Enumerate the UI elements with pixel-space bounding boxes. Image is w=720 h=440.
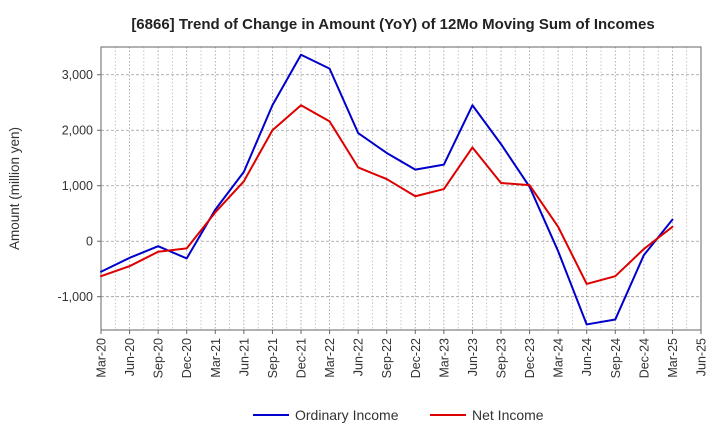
chart-title: [6866] Trend of Change in Amount (YoY) o… <box>131 16 654 33</box>
x-tick-label: Sep-23 <box>495 338 509 378</box>
x-tick-label: Sep-21 <box>266 338 280 378</box>
y-tick-label: -1,000 <box>58 290 93 304</box>
y-tick-label: 0 <box>86 235 93 249</box>
x-tick-label: Dec-21 <box>295 338 309 378</box>
x-tick-label: Mar-20 <box>95 338 109 378</box>
x-tick-label: Mar-21 <box>209 338 223 378</box>
x-tick-label: Jun-23 <box>466 338 480 376</box>
legend-label: Net Income <box>472 407 544 423</box>
y-tick-label: 2,000 <box>62 124 93 138</box>
y-tick-label: 3,000 <box>62 68 93 82</box>
y-axis-label: Amount (million yen) <box>7 127 22 250</box>
x-tick-label: Sep-20 <box>152 338 166 378</box>
x-tick-label: Mar-25 <box>666 338 680 378</box>
series-line-net-income <box>100 104 674 285</box>
x-tick-label: Mar-24 <box>552 338 566 378</box>
y-tick-label: 1,000 <box>62 179 93 193</box>
plot-frame <box>100 46 702 331</box>
series-line-ordinary-income <box>100 53 674 326</box>
axes: -1,000 0 1,000 2,000 3,000 Mar-20 Jun-20 Sep-20… <box>58 46 709 378</box>
x-tick-label: Mar-23 <box>437 338 451 378</box>
gridlines <box>100 47 702 330</box>
x-tick-label: Jun-21 <box>237 338 251 376</box>
x-tick-label: Jun-22 <box>352 338 366 376</box>
legend-label: Ordinary Income <box>295 407 399 423</box>
x-tick-label: Mar-22 <box>323 338 337 378</box>
x-tick-label: Jun-25 <box>695 338 709 376</box>
x-tick-label: Dec-20 <box>180 338 194 378</box>
x-tick-label: Sep-22 <box>380 338 394 378</box>
x-tick-label: Dec-24 <box>637 338 651 378</box>
x-tick-label: Jun-24 <box>580 338 594 376</box>
x-tick-label: Dec-22 <box>409 338 423 378</box>
legend: Ordinary Income Net Income <box>253 407 544 423</box>
x-tick-label: Sep-24 <box>609 338 623 378</box>
series-lines <box>100 53 674 326</box>
x-tick-label: Jun-20 <box>123 338 137 376</box>
x-tick-label: Dec-23 <box>523 338 537 378</box>
